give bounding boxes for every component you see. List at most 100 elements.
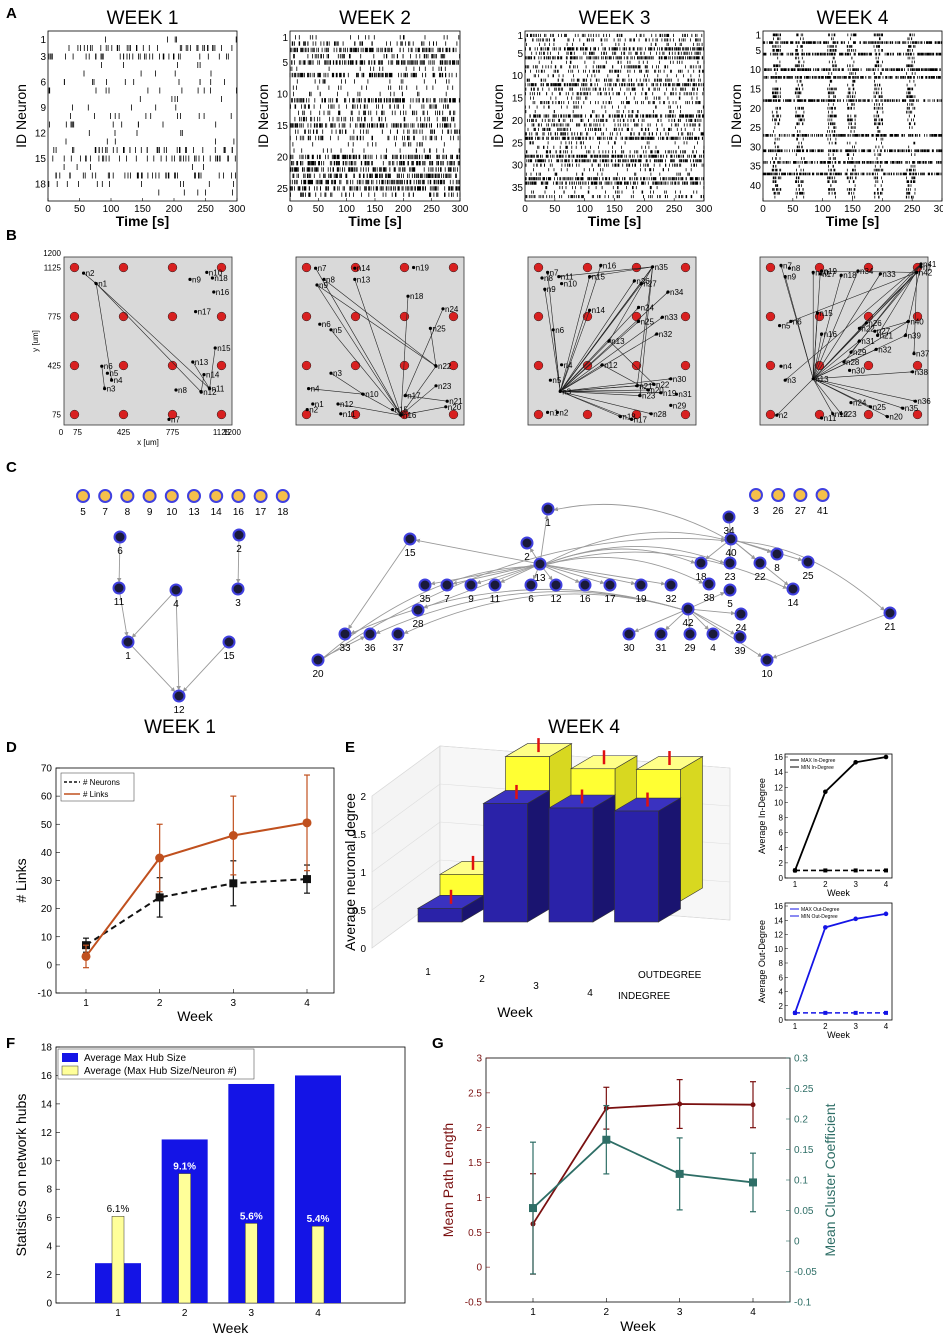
- connection-arrow: [404, 308, 444, 396]
- neuron-label: n7: [550, 268, 559, 277]
- connection-arrow: [821, 270, 918, 274]
- neuron-dot: [864, 321, 869, 325]
- raster-xtick-label: 100: [103, 204, 120, 215]
- electrode-dot: [69, 409, 80, 420]
- connection-arrow: [400, 366, 437, 416]
- graph-node: [411, 603, 425, 617]
- electrode-dot: [533, 360, 544, 371]
- neuron-dot: [637, 305, 641, 309]
- graph-edge: [235, 540, 241, 584]
- axes-frame: [784, 902, 893, 1021]
- raster-xtick-label: 0: [522, 204, 528, 215]
- legend-label: MIN Out-Degree: [801, 914, 838, 920]
- neuron-label: n4: [311, 385, 320, 394]
- connection-arrow: [813, 321, 909, 380]
- neuron-dot: [548, 378, 553, 382]
- y-axis-label-left: Mean Path Length: [440, 1123, 456, 1237]
- hub-ratio-bar: [245, 1223, 258, 1304]
- neuron-dot: [434, 364, 438, 368]
- neuron-dot: [329, 328, 333, 332]
- y-axis-label: # Links: [13, 858, 29, 902]
- ytick-label-right: -0.1: [794, 1298, 812, 1309]
- connection-arrow: [83, 272, 97, 284]
- neuron-label: n26: [868, 319, 882, 328]
- neuron-dot: [818, 272, 822, 276]
- ytick-label: 30: [41, 876, 53, 887]
- ytick-label-left: 3: [476, 1054, 482, 1065]
- graph-node-label: 14: [787, 598, 799, 609]
- ytick-label: 20: [41, 904, 53, 915]
- neuron-dot: [208, 387, 212, 391]
- neuron-label: n22: [438, 362, 452, 371]
- gridline: [371, 821, 441, 873]
- ytick-label: 0: [779, 1016, 784, 1025]
- neuron-dot: [913, 399, 918, 403]
- y-axis-label: Average In-Degree: [757, 778, 767, 854]
- graph-edge: [131, 594, 173, 638]
- electrode-dot: [167, 409, 178, 420]
- series-line-0: [532, 1103, 754, 1225]
- xtick-label: 3: [231, 998, 237, 1009]
- neuron-dot: [632, 279, 637, 283]
- neuron-label: n4: [114, 376, 123, 385]
- raster-frame: [762, 30, 943, 202]
- neuron-dot: [213, 346, 217, 350]
- series-line-0: [85, 878, 308, 947]
- neuron-dot: [885, 415, 890, 419]
- neuron-label: n1: [98, 280, 107, 289]
- connection-arrow: [323, 279, 437, 367]
- neuron-dot: [560, 363, 564, 367]
- graph-node: [549, 578, 563, 592]
- electrode-dot: [680, 311, 691, 322]
- legend-label: MAX Out-Degree: [801, 907, 840, 913]
- neuron-label: n18: [410, 292, 424, 301]
- data-point: [677, 1101, 683, 1107]
- ytick-label: 16: [774, 753, 783, 762]
- neuron-dot: [399, 413, 403, 417]
- neuron-dot: [205, 270, 209, 274]
- electrode-dot: [350, 409, 361, 420]
- neuron-label: n34: [860, 267, 874, 276]
- raster-xtick-label: 200: [395, 204, 412, 215]
- raster-ytick-label: 1: [40, 35, 46, 46]
- data-point: [155, 853, 165, 863]
- graph-week-1: 6 2 11 4 3 1 15 12 5 7 8 9 10 13 14 16 17 18: [76, 489, 290, 716]
- connection-arrow: [843, 263, 922, 363]
- neuron-label: n12: [604, 361, 618, 370]
- neuron-dot: [856, 269, 860, 273]
- neuron-dot: [669, 377, 673, 381]
- data-point: [883, 911, 889, 917]
- panel-label-d: D: [6, 739, 17, 756]
- graph-node-label: 15: [404, 548, 416, 559]
- electrode-dot: [863, 360, 874, 371]
- connection-arrow: [560, 316, 663, 392]
- graph-node-label: 39: [734, 646, 746, 657]
- graph-node-label: 11: [114, 597, 125, 608]
- connection-arrow: [784, 276, 814, 379]
- graph-node: [524, 578, 538, 592]
- ytick-label: 70: [41, 764, 53, 775]
- raster-ytick-label: 20: [750, 104, 762, 115]
- neuron-dot: [669, 403, 673, 407]
- connection-arrow: [560, 391, 641, 397]
- neuron-label: n28: [653, 410, 667, 419]
- neuron-dot: [778, 324, 782, 328]
- connection-arrow: [813, 378, 916, 402]
- electrode-dot: [582, 360, 593, 371]
- graph-edge: [348, 543, 407, 630]
- electrode-dot: [680, 360, 691, 371]
- graph-edge: [423, 565, 535, 609]
- raster-ytick-label: 3: [40, 52, 46, 63]
- raster-ytick-label: 10: [512, 71, 524, 82]
- graph-node-label: 3: [235, 598, 241, 609]
- graph-node: [232, 528, 246, 542]
- ytick-label: 6: [46, 1213, 52, 1224]
- electrode-dot: [582, 409, 593, 420]
- neuron-label: n25: [873, 403, 887, 412]
- isolated-node-label: 13: [188, 507, 200, 518]
- neuron-label: n23: [438, 382, 452, 391]
- neuron-dot: [202, 373, 206, 377]
- ytick-label: -10: [38, 989, 53, 1000]
